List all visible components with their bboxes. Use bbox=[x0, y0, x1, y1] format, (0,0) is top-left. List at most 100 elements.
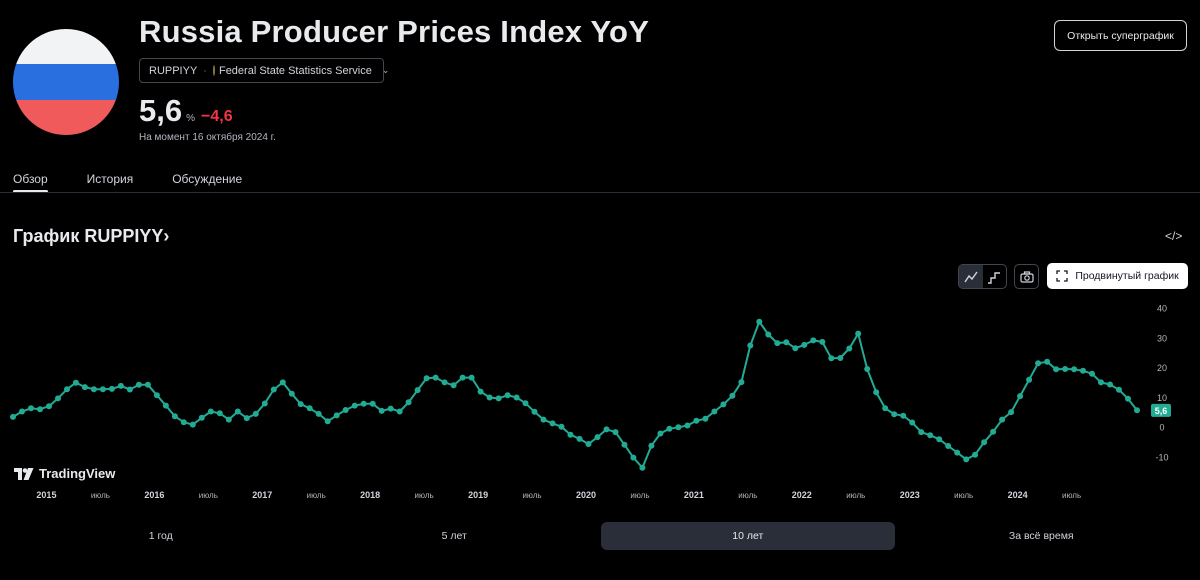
x-tick-label: июль bbox=[522, 491, 541, 500]
embed-code-icon[interactable]: </> bbox=[1165, 229, 1183, 243]
snapshot-button[interactable] bbox=[1014, 264, 1039, 289]
data-point bbox=[945, 443, 952, 449]
data-point bbox=[1116, 386, 1122, 393]
data-point bbox=[207, 408, 214, 415]
range-10y-button[interactable]: 10 лет bbox=[601, 522, 895, 550]
step-chart-style-button[interactable] bbox=[983, 265, 1007, 288]
data-point bbox=[486, 394, 493, 401]
data-point bbox=[423, 375, 430, 382]
data-point bbox=[55, 395, 61, 402]
x-tick-label: июль bbox=[630, 491, 649, 500]
current-value: 5,6 bbox=[139, 93, 183, 128]
data-point bbox=[630, 454, 637, 461]
data-point bbox=[765, 331, 772, 338]
data-point bbox=[342, 407, 349, 413]
data-point bbox=[432, 374, 439, 381]
data-point bbox=[783, 339, 790, 346]
source-label: Federal State Statistics Service bbox=[218, 64, 372, 77]
data-point bbox=[46, 403, 52, 410]
data-point bbox=[621, 441, 628, 448]
data-point bbox=[108, 385, 115, 392]
data-point bbox=[144, 381, 151, 388]
source-selector[interactable]: RUPPIYY · Federal State Statistics Servi… bbox=[139, 58, 389, 83]
data-point bbox=[639, 464, 646, 471]
data-point bbox=[315, 410, 322, 417]
data-point bbox=[864, 366, 871, 372]
data-point bbox=[612, 429, 619, 436]
data-point bbox=[306, 405, 313, 412]
data-point bbox=[216, 410, 223, 417]
tab-overview[interactable]: Обзор bbox=[13, 172, 48, 193]
data-point bbox=[981, 439, 988, 446]
line-chart[interactable]: 40 30 20 10 0 -10 2015 июль 2016 июль 2017 июль 2018… bbox=[0, 296, 1200, 510]
range-5y-button[interactable]: 5 лет bbox=[441, 530, 467, 542]
data-point bbox=[540, 416, 547, 423]
chart-heading-link[interactable]: График RUPPIYY› bbox=[13, 226, 170, 246]
data-point bbox=[72, 379, 79, 386]
data-point bbox=[1044, 358, 1051, 365]
data-point bbox=[1080, 367, 1086, 374]
data-point bbox=[648, 442, 655, 449]
data-point bbox=[369, 400, 376, 407]
range-1y-button[interactable]: 1 год bbox=[148, 530, 173, 542]
data-point bbox=[918, 429, 925, 436]
data-point bbox=[1107, 381, 1113, 388]
data-point bbox=[288, 390, 295, 397]
data-point bbox=[1071, 366, 1078, 373]
data-point bbox=[261, 400, 268, 407]
advanced-chart-button[interactable]: Продвинутый график bbox=[1047, 263, 1188, 289]
data-point bbox=[162, 402, 169, 409]
tab-discussion[interactable]: Обсуждение bbox=[172, 172, 243, 186]
data-point bbox=[81, 384, 88, 391]
data-point bbox=[963, 456, 970, 463]
data-point bbox=[738, 379, 745, 386]
data-point bbox=[243, 415, 250, 422]
data-point bbox=[378, 407, 385, 414]
as-of-date: На момент 16 октября 2024 г. bbox=[139, 132, 276, 143]
data-point bbox=[846, 345, 853, 352]
data-point bbox=[513, 394, 520, 401]
data-point bbox=[801, 341, 808, 348]
data-point bbox=[171, 413, 178, 420]
data-point bbox=[747, 342, 754, 349]
data-point bbox=[882, 405, 889, 412]
x-tick-label: июль bbox=[307, 491, 326, 500]
data-point bbox=[117, 382, 124, 389]
separator: · bbox=[203, 64, 207, 77]
fullscreen-icon bbox=[1056, 270, 1068, 282]
data-point bbox=[324, 418, 331, 425]
open-supergraph-button[interactable]: Открыть суперграфик bbox=[1054, 20, 1187, 51]
data-point bbox=[819, 338, 826, 345]
tabs-divider bbox=[0, 192, 1200, 193]
data-point bbox=[774, 340, 781, 347]
data-point bbox=[1089, 370, 1095, 377]
tab-history[interactable]: История bbox=[86, 172, 134, 186]
x-tick-label: 2024 bbox=[1008, 490, 1028, 500]
data-point bbox=[270, 386, 277, 393]
data-point bbox=[441, 379, 448, 386]
chevron-down-icon: ⌄ bbox=[381, 65, 390, 75]
data-point bbox=[333, 412, 340, 419]
line-chart-style-button[interactable] bbox=[959, 265, 983, 288]
data-point bbox=[567, 431, 574, 438]
last-value-label: 5,6 bbox=[1155, 406, 1168, 416]
data-point bbox=[999, 416, 1006, 423]
data-point bbox=[90, 386, 97, 393]
x-tick-label: 2018 bbox=[360, 490, 380, 500]
last-value-badge bbox=[1151, 403, 1171, 417]
y-tick-label: 30 bbox=[1157, 333, 1167, 343]
data-point bbox=[225, 416, 232, 423]
data-point bbox=[360, 400, 367, 407]
camera-icon bbox=[1019, 270, 1034, 283]
data-point bbox=[900, 412, 907, 419]
data-point bbox=[1053, 366, 1060, 373]
data-point bbox=[666, 425, 673, 432]
data-point bbox=[891, 411, 898, 418]
data-point bbox=[477, 388, 484, 395]
data-point bbox=[702, 415, 709, 422]
range-all-button[interactable]: За всё время bbox=[1008, 530, 1074, 542]
data-point bbox=[657, 430, 664, 437]
data-point bbox=[252, 410, 259, 417]
data-point bbox=[279, 379, 286, 386]
data-point bbox=[549, 420, 556, 427]
